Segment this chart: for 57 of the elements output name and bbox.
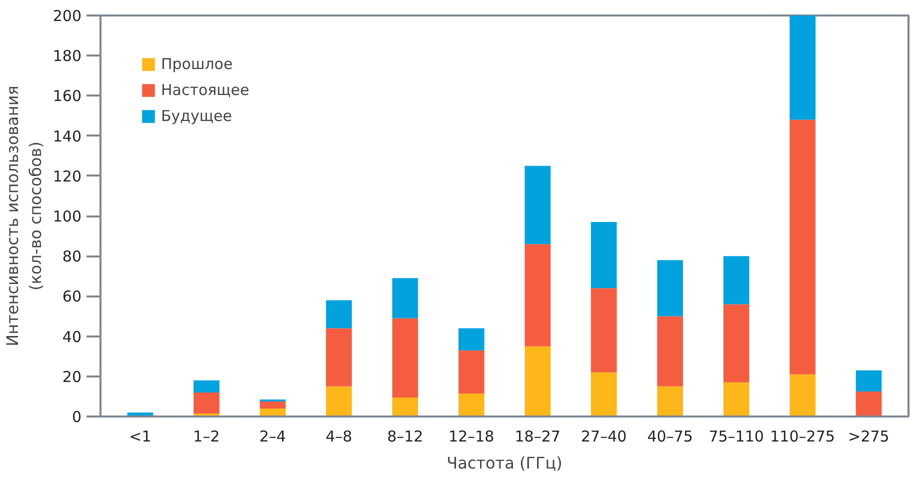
x-tick-label: >275 — [848, 428, 890, 446]
y-tick-label: 80 — [62, 248, 82, 266]
legend-label: Будущее — [161, 107, 232, 125]
bar — [590, 372, 617, 416]
y-tick-label: 20 — [62, 368, 82, 386]
bar — [723, 256, 750, 304]
bar — [723, 382, 750, 416]
bar — [723, 304, 750, 382]
bar — [790, 16, 816, 120]
y-tick-label: 180 — [52, 47, 82, 66]
bar — [260, 401, 286, 408]
x-tick-label: 75–110 — [708, 428, 764, 446]
legend-label: Настоящее — [161, 81, 250, 99]
x-axis-title: Частота (ГГц) — [446, 454, 562, 472]
legend-label: Прошлое — [161, 55, 233, 73]
bar — [524, 244, 551, 346]
y-axis-title: Интенсивность использования (кол-во способов) — [3, 86, 45, 346]
x-tick-label: <1 — [129, 428, 152, 446]
bar — [590, 222, 617, 288]
bar — [326, 300, 352, 328]
y-tick-label: 40 — [62, 328, 82, 346]
bar — [194, 380, 220, 392]
bar — [392, 318, 418, 398]
bar — [790, 120, 816, 374]
y-tick-label: 140 — [52, 127, 82, 146]
bar — [590, 288, 617, 372]
x-tick-label: 18–27 — [514, 428, 560, 446]
bar — [458, 328, 484, 350]
bar — [458, 350, 484, 394]
bar — [524, 166, 551, 244]
x-tick-label: 110–275 — [770, 428, 835, 446]
x-tick-label: 1–2 — [193, 428, 220, 446]
bar — [524, 346, 551, 416]
x-tick-label: 12–18 — [448, 428, 494, 446]
x-tick-label: 2–4 — [259, 428, 286, 446]
y-tick-label: 160 — [52, 87, 82, 106]
x-tick-label: 8–12 — [387, 428, 424, 446]
bar — [657, 316, 683, 386]
y-tick-label: 60 — [62, 288, 82, 306]
x-tick-label: 4–8 — [326, 428, 352, 446]
y-tick-label: 0 — [72, 408, 82, 426]
x-tick-label: 40–75 — [647, 428, 693, 446]
bar — [392, 397, 418, 416]
bar — [790, 374, 816, 416]
bar — [856, 391, 882, 416]
bar — [657, 386, 683, 416]
y-tick-label: 120 — [52, 167, 82, 186]
bar — [458, 393, 484, 416]
y-tick-label: 100 — [52, 208, 82, 226]
bar — [326, 328, 352, 386]
bar — [326, 386, 352, 416]
bar — [392, 278, 418, 318]
x-tick-label: 27–40 — [581, 428, 627, 446]
bar — [194, 392, 220, 414]
y-tick-label: 200 — [52, 7, 82, 25]
bar — [657, 260, 683, 316]
bar — [856, 370, 882, 392]
